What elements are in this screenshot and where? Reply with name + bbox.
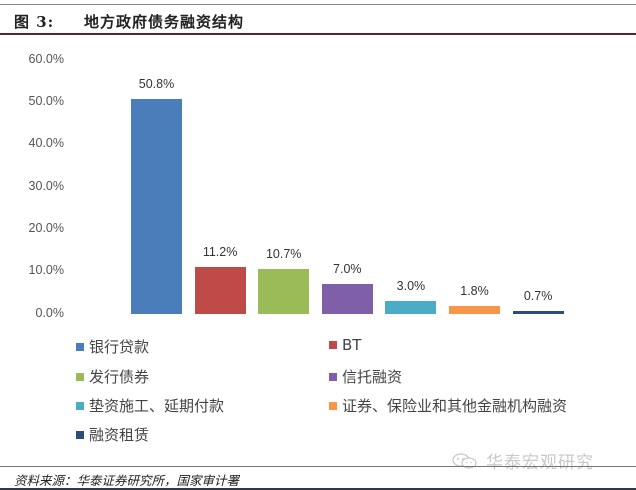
bar-value-label: 50.8% (138, 76, 175, 91)
y-tick: 30.0% (28, 179, 64, 193)
legend-swatch-icon (329, 341, 337, 349)
footer-rule (0, 488, 636, 490)
y-tick: 0.0% (35, 306, 65, 320)
bar-trust-financing (321, 284, 373, 314)
legend-item-advance-construction: 垫资施工、延期付款 (76, 395, 224, 416)
bar-financial-leasing (512, 311, 564, 314)
legend-item-bond-issuance: 发行债券 (76, 366, 149, 387)
legend-item-trust-financing: 信托融资 (329, 366, 402, 387)
watermark-text: 华泰宏观研究 (486, 453, 594, 473)
wechat-icon (452, 452, 477, 469)
figure-title: 地方政府债务融资结构 (84, 13, 245, 31)
y-tick: 10.0% (28, 263, 64, 277)
legend-label: BT (342, 336, 362, 354)
bar-advance-construction (385, 301, 437, 314)
y-tick: 20.0% (28, 221, 64, 235)
bottom-rule (0, 466, 636, 467)
bar-bank-loans (131, 98, 182, 314)
bar-securities-insurance (449, 306, 500, 314)
figure-label: 图 3: (14, 13, 55, 31)
legend-item-securities-insurance: 证券、保险业和其他金融机构融资 (329, 395, 567, 416)
bar-value-label: 3.0% (396, 279, 426, 294)
legend-swatch-icon (76, 372, 84, 381)
bar-bond-issuance (258, 268, 310, 314)
legend-label: 证券、保险业和其他金融机构融资 (342, 397, 568, 415)
bar-bt (194, 266, 246, 314)
y-tick: 40.0% (28, 136, 64, 150)
chart-legend: 银行贷款 BT 发行债券 信托融资 垫资施工、延期付款 证券、保险业和其他金融机… (0, 336, 636, 446)
title-rule (0, 33, 636, 35)
legend-label: 垫资施工、延期付款 (89, 397, 225, 415)
legend-label: 信托融资 (342, 368, 403, 386)
legend-swatch-icon (329, 372, 337, 381)
watermark: 华泰宏观研究 (452, 448, 594, 473)
legend-item-bank-loans: 银行贷款 (76, 336, 149, 357)
legend-item-bt: BT (329, 336, 361, 354)
source-note: 资料来源：华泰证券研究所，国家审计署 (14, 473, 240, 488)
bar-chart: 60.0% 50.0% 40.0% 30.0% 20.0% 10.0% 0.0%… (0, 40, 636, 330)
legend-label: 融资租赁 (89, 426, 150, 444)
legend-swatch-icon (76, 342, 84, 351)
bar-value-label: 10.7% (265, 246, 302, 261)
figure-title-bar: 图 3: 地方政府债务融资结构 (0, 8, 636, 32)
bar-value-label: 7.0% (333, 262, 362, 277)
y-tick: 50.0% (28, 94, 64, 108)
bar-value-label: 1.8% (460, 284, 489, 299)
legend-swatch-icon (76, 430, 84, 439)
top-rule (0, 4, 636, 5)
legend-item-financial-leasing: 融资租赁 (76, 424, 149, 445)
bar-value-label: 11.2% (202, 244, 238, 259)
y-tick: 60.0% (28, 52, 64, 66)
bar-value-label: 0.7% (523, 289, 553, 304)
legend-swatch-icon (329, 401, 337, 410)
legend-swatch-icon (76, 401, 84, 410)
legend-label: 发行债券 (89, 368, 150, 386)
legend-label: 银行贷款 (89, 338, 150, 356)
